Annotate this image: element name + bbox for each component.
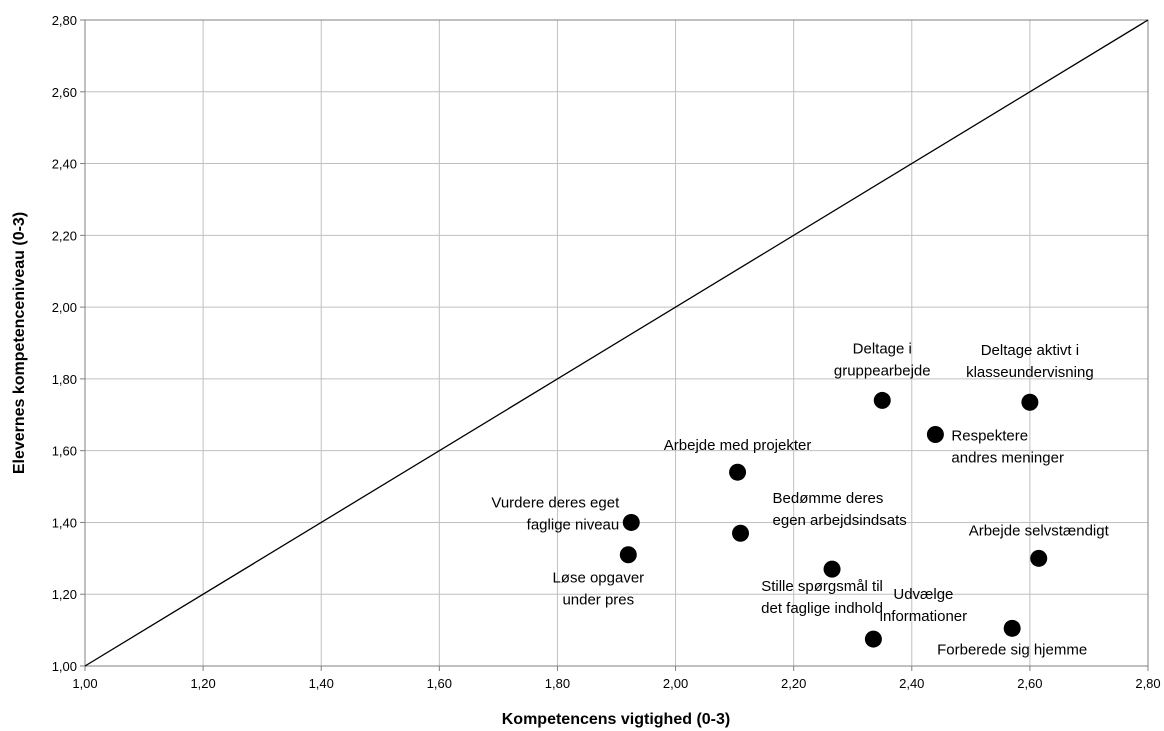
y-axis-title: Elevernes kompetenceniveau (0-3) xyxy=(11,212,28,474)
x-axis-ticks: 1,00 1,20 1,40 1,60 1,80 2,00 2,20 2,40 2,60 2,80 xyxy=(72,666,1161,691)
data-point-label-line: Løse opgaver xyxy=(552,570,644,587)
y-tick-label: 2,20 xyxy=(52,228,77,243)
data-point-label: Stille spørgsmål til det faglige indhold xyxy=(761,578,883,617)
data-point-label-line: faglige niveau xyxy=(527,516,620,533)
y-tick-label: 2,60 xyxy=(52,85,77,100)
data-point xyxy=(1021,393,1039,411)
x-axis-title: Kompetencens vigtighed (0-3) xyxy=(502,711,730,728)
y-tick-label: 1,80 xyxy=(52,372,77,387)
data-point-label-line: informationer xyxy=(880,608,968,625)
data-point-label-line: Deltage i xyxy=(853,340,912,357)
x-tick-label: 2,40 xyxy=(899,676,924,691)
data-point-label-line: andres meninger xyxy=(951,450,1064,467)
data-point-label-line: egen arbejdsindsats xyxy=(773,512,907,529)
x-tick-label: 1,20 xyxy=(190,676,215,691)
y-tick-label: 1,00 xyxy=(52,659,77,674)
data-point-label-line: det faglige indhold xyxy=(761,600,883,617)
data-point-label-line: Forberede sig hjemme xyxy=(937,641,1087,658)
x-tick-label: 2,60 xyxy=(1017,676,1042,691)
x-tick-label: 1,00 xyxy=(72,676,97,691)
data-point-label-line: gruppearbejde xyxy=(834,362,931,379)
data-point xyxy=(926,426,944,444)
data-point-label: Deltage aktivt i klasseundervisning xyxy=(966,342,1094,381)
data-point xyxy=(1003,619,1021,637)
y-tick-label: 1,40 xyxy=(52,515,77,530)
data-point-label-line: klasseundervisning xyxy=(966,364,1094,381)
x-tick-label: 2,20 xyxy=(781,676,806,691)
y-tick-label: 1,60 xyxy=(52,444,77,459)
reference-diagonal-line xyxy=(84,19,1149,667)
data-point-label: Udvælge informationer xyxy=(880,586,968,625)
point-labels: Deltage i gruppearbejde Deltage aktivt i kl… xyxy=(491,340,1109,658)
y-tick-label: 2,80 xyxy=(52,13,77,28)
data-point xyxy=(873,391,891,409)
data-point xyxy=(732,524,750,542)
data-point-label: Respektere andres meninger xyxy=(951,428,1064,467)
data-point xyxy=(622,513,640,531)
x-tick-label: 1,80 xyxy=(545,676,570,691)
x-tick-label: 2,00 xyxy=(663,676,688,691)
data-point-label-line: Deltage aktivt i xyxy=(981,342,1079,359)
x-tick-label: 1,40 xyxy=(309,676,334,691)
y-tick-label: 2,40 xyxy=(52,157,77,172)
data-point-label-line: Bedømme deres xyxy=(773,490,884,507)
x-tick-label: 1,60 xyxy=(427,676,452,691)
data-point-label-line: Arbejde med projekter xyxy=(664,437,812,454)
data-point-label: Arbejde med projekter xyxy=(664,437,812,454)
data-point-label-line: Udvælge xyxy=(893,586,953,603)
data-point-label-line: under pres xyxy=(562,592,634,609)
data-point-label: Forberede sig hjemme xyxy=(937,641,1087,658)
data-point-label-line: Arbejde selvstændigt xyxy=(969,522,1110,539)
data-point-label: Arbejde selvstændigt xyxy=(969,522,1110,539)
data-point-label-line: Vurdere deres eget xyxy=(491,494,620,511)
grid-lines xyxy=(84,19,1149,667)
plot-area-border xyxy=(84,19,1149,667)
data-point xyxy=(1030,549,1048,567)
data-point xyxy=(619,546,637,564)
data-point-label: Deltage i gruppearbejde xyxy=(834,340,931,379)
y-axis-ticks: 1,00 1,20 1,40 1,60 1,80 2,00 2,20 2,40 2,60 2,80 xyxy=(52,13,85,674)
data-point-label-line: Stille spørgsmål til xyxy=(761,578,883,595)
data-points xyxy=(619,391,1048,648)
data-point xyxy=(864,630,882,648)
data-point-label: Vurdere deres eget faglige niveau xyxy=(491,494,620,533)
data-point xyxy=(729,463,747,481)
data-point-label: Bedømme deres egen arbejdsindsats xyxy=(773,490,907,529)
data-point-label: Løse opgaver under pres xyxy=(552,570,644,609)
y-tick-label: 2,00 xyxy=(52,300,77,315)
y-tick-label: 1,20 xyxy=(52,587,77,602)
data-point xyxy=(823,560,841,578)
x-tick-label: 2,80 xyxy=(1135,676,1160,691)
data-point-label-line: Respektere xyxy=(951,428,1028,445)
